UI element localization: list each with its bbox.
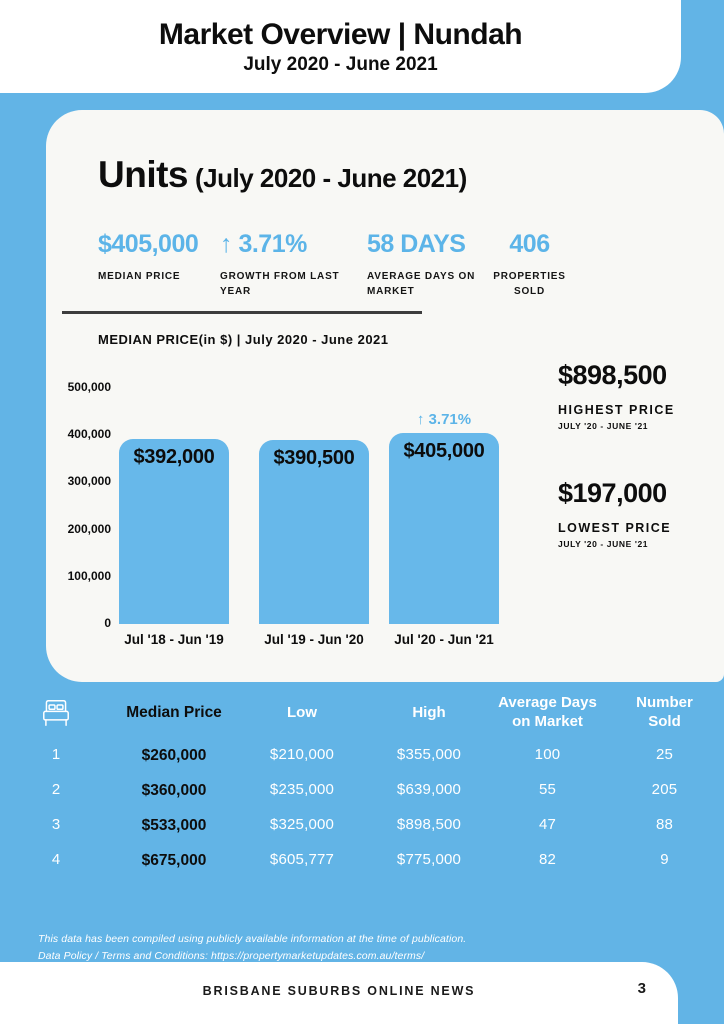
cell-median-price: $533,000	[141, 816, 207, 834]
y-axis-tick: 0	[104, 616, 111, 630]
cell-number-sold: 205	[651, 781, 678, 799]
cell-avg-days: 100	[534, 746, 561, 764]
col-header-high: High	[412, 703, 446, 721]
stat-median-price-label: MEDIAN PRICE	[98, 271, 181, 282]
growth-annotation: ↑ 3.71%	[416, 411, 472, 428]
highest-price-label: HIGHEST PRICE	[558, 403, 675, 417]
highest-price-block: $898,500 HIGHEST PRICE JULY '20 - JUNE '…	[558, 360, 675, 431]
highest-price-value: $898,500	[558, 360, 667, 390]
cell-number-sold: 25	[655, 746, 674, 764]
cell-avg-days: 82	[538, 851, 557, 869]
cell-number-sold: 88	[655, 816, 674, 834]
stat-sold-value: 406	[509, 230, 550, 258]
cell-bedrooms: 3	[51, 816, 61, 834]
page-header: Market Overview | Nundah July 2020 - Jun…	[0, 0, 681, 93]
lowest-price-label: LOWEST PRICE	[558, 521, 672, 535]
units-card: Units (July 2020 - June 2021) $405,000 M…	[46, 110, 724, 682]
y-axis-tick: 300,000	[67, 474, 111, 489]
page-number: 3	[637, 980, 646, 997]
units-title: Units	[98, 154, 189, 195]
chart-plot: $392,000 $390,500 $405,000 ↑ 3.71%	[119, 370, 566, 624]
col-header-low: Low	[287, 703, 317, 721]
units-title-period: (July 2020 - June 2021)	[195, 163, 467, 193]
x-axis-label: Jul '20 - Jun '21	[394, 632, 494, 647]
median-price-bar-chart: $392,000 $390,500 $405,000 ↑ 3.71% 0 100,000…	[61, 370, 566, 670]
chart-bar: $392,000	[119, 439, 229, 624]
table-row: 3 $533,000 $325,000 $898,500 47 88	[0, 808, 724, 843]
cell-median-price: $675,000	[141, 851, 207, 869]
table-body: 1 $260,000 $210,000 $355,000 100 25 2 $360,000 $…	[0, 738, 724, 878]
chart-bar: $390,500	[259, 440, 369, 624]
cell-low: $210,000	[269, 746, 335, 764]
chart-title: MEDIAN PRICE(in $) | July 2020 - June 20…	[98, 332, 389, 347]
y-axis-tick: 500,000	[67, 380, 111, 394]
cell-low: $605,777	[269, 851, 335, 869]
stat-sold-label: PROPERTIES SOLD	[493, 271, 566, 297]
col-header-median-price: Median Price	[126, 704, 222, 722]
stat-growth: ↑ 3.71% GROWTH FROM LAST YEAR	[220, 230, 367, 299]
bed-icon	[0, 698, 112, 728]
disclaimer-line-1: This data has been compiled using public…	[38, 933, 467, 945]
units-heading: Units (July 2020 - June 2021)	[98, 154, 467, 196]
x-axis-label: Jul '19 - Jun '20	[264, 632, 364, 647]
stat-days-on-market: 58 DAYS AVERAGE DAYS ON MARKET	[367, 230, 487, 299]
stat-growth-label: GROWTH FROM LAST YEAR	[220, 271, 340, 297]
bar-value-label: $390,500	[273, 447, 355, 469]
stat-median-price-value: $405,000	[98, 230, 199, 258]
col-header-avg-days: Average Days on Market	[498, 694, 597, 730]
cell-high: $898,500	[396, 816, 462, 834]
page-subtitle: July 2020 - June 2021	[243, 53, 438, 75]
y-axis-tick: 100,000	[67, 568, 111, 583]
cell-low: $235,000	[269, 781, 335, 799]
key-stats-row: $405,000 MEDIAN PRICE ↑ 3.71% GROWTH FRO…	[98, 230, 572, 299]
cell-high: $639,000	[396, 781, 462, 799]
cell-high: $775,000	[396, 851, 462, 869]
bedrooms-table: Median Price Low High Average Days on Ma…	[0, 688, 724, 878]
lowest-price-value: $197,000	[558, 478, 667, 508]
table-row: 4 $675,000 $605,777 $775,000 82 9	[0, 843, 724, 878]
footer-brand: BRISBANE SUBURBS ONLINE NEWS	[202, 984, 476, 998]
highest-price-period: JULY '20 - JUNE '21	[558, 421, 649, 431]
y-axis-tick: 200,000	[67, 521, 111, 536]
disclaimer-text: This data has been compiled using public…	[38, 931, 466, 966]
page-title: Market Overview | Nundah	[158, 17, 523, 51]
y-axis-tick: 400,000	[67, 427, 111, 442]
cell-low: $325,000	[269, 816, 335, 834]
x-axis-label: Jul '18 - Jun '19	[124, 632, 224, 647]
price-highlights: $898,500 HIGHEST PRICE JULY '20 - JUNE '…	[558, 360, 723, 570]
table-header-row: Median Price Low High Average Days on Ma…	[0, 688, 724, 738]
lowest-price-block: $197,000 LOWEST PRICE JULY '20 - JUNE '2…	[558, 478, 671, 549]
table-row: 1 $260,000 $210,000 $355,000 100 25	[0, 738, 724, 773]
stat-growth-value: ↑ 3.71%	[220, 230, 307, 258]
cell-bedrooms: 4	[51, 851, 61, 869]
cell-high: $355,000	[396, 746, 462, 764]
cell-avg-days: 47	[538, 816, 557, 834]
cell-avg-days: 55	[538, 781, 557, 799]
cell-number-sold: 9	[660, 851, 669, 869]
lowest-price-period: JULY '20 - JUNE '21	[558, 539, 649, 549]
table-row: 2 $360,000 $235,000 $639,000 55 205	[0, 773, 724, 808]
disclaimer-line-2: Data Policy / Terms and Conditions: http…	[38, 950, 425, 963]
bar-value-label: $405,000	[403, 440, 485, 462]
page-footer: BRISBANE SUBURBS ONLINE NEWS 3	[0, 962, 678, 1024]
col-header-number-sold: Number Sold	[636, 694, 693, 730]
cell-bedrooms: 1	[51, 746, 61, 764]
stats-divider-line	[62, 311, 422, 314]
cell-median-price: $360,000	[141, 781, 207, 799]
stat-days-value: 58 DAYS	[367, 230, 466, 258]
chart-bar: $405,000	[389, 433, 499, 624]
cell-median-price: $260,000	[141, 746, 207, 764]
cell-bedrooms: 2	[51, 781, 61, 799]
stat-median-price: $405,000 MEDIAN PRICE	[98, 230, 220, 299]
stat-days-label: AVERAGE DAYS ON MARKET	[367, 271, 476, 297]
bar-value-label: $392,000	[133, 446, 215, 468]
stat-properties-sold: 406 PROPERTIES SOLD	[487, 230, 572, 299]
